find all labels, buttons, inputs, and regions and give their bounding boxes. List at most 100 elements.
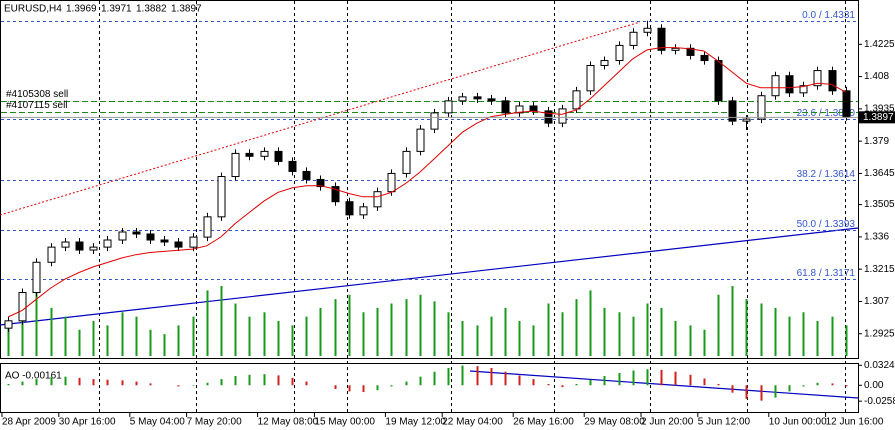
candle-body [757,95,766,120]
x-tick-label: 15 May 00:00 [314,417,375,428]
x-tick-label: 22 May 04:00 [442,417,503,428]
candle-body [629,31,638,46]
x-tick-label: 2 Jun 20:00 [641,417,694,428]
open: 1.3969 [66,4,97,15]
y-tick-label: 1.3215 [864,264,895,275]
bid-box [859,111,895,124]
y-tick-label: 1.3645 [864,168,895,179]
candle-body [444,100,453,114]
candle-body [331,186,340,203]
candle-body [842,90,851,118]
candle-body [799,85,808,94]
candle-body [32,261,41,294]
candle-body [103,239,112,248]
candle-body [586,64,595,92]
candle-body [288,160,297,172]
y-tick-label: 1.4225 [864,39,895,50]
candle-body [260,150,269,157]
candle-body [430,112,439,130]
candle-body [18,292,27,322]
candle-body [75,241,84,251]
candle-body [174,241,183,248]
y-tick-label: -0.0258 [864,396,895,407]
candle-body [700,54,709,62]
ao-panel [0,363,859,413]
candle-body [4,320,13,329]
candle-body [402,150,411,174]
candle-body [118,231,127,241]
candle-body [203,216,212,238]
candle-body [558,108,567,124]
y-tick-label: 0.00 [864,380,884,391]
candle-body [615,44,624,62]
x-tick-label: 12 Jun 16:00 [826,417,884,428]
close: 1.3897 [171,4,202,15]
x-tick-label: 10 Jun 00:00 [769,417,827,428]
fibo-label: 50.0 / 1.3393 [797,219,856,230]
y-tick-label: 1.3935 [864,104,895,115]
x-tick-label: 5 May 04:00 [130,417,185,428]
y-tick-label: 1.3505 [864,199,895,210]
candle-body [671,47,680,51]
x-tick-label: 7 May 20:00 [187,417,242,428]
candle-body [487,98,496,102]
x-tick-label: 19 May 12:00 [385,417,446,428]
y-tick-label: 0.03242 [864,360,895,371]
candle-body [501,100,510,114]
trend-line [0,227,859,326]
fibo-label: 0.0 / 1.4331 [802,10,855,21]
candle-body [473,96,482,100]
high: 1.3971 [101,4,132,15]
y-tick-label: 1.408 [864,71,889,82]
candle-body [245,152,254,157]
candle-body [572,90,581,110]
main-panel [0,0,859,359]
candle-body [657,27,666,51]
order-label: #4105308 sell [6,89,68,100]
candle-body [828,70,837,92]
y-tick-label: 1.307 [864,296,889,307]
candle-body [813,70,822,87]
x-tick-label: 28 Apr 2009 [2,417,56,428]
candle-body [373,191,382,208]
ao-title: AO -0.00161 [5,371,62,382]
candle-body [61,241,70,248]
x-tick-label: 30 Apr 16:00 [59,417,116,428]
moving-average [7,47,847,318]
x-tick-label: 5 Jun 12:00 [698,417,751,428]
fibo-label: 23.6 / 1.3890 [797,108,856,119]
candle-body [771,75,780,97]
y-tick-label: 1.2925 [864,328,895,339]
candle-body [600,60,609,66]
y-tick-label: 1.336 [864,232,889,243]
header: EURUSD,H4 1.3969 1.3971 1.3882 1.3897 [4,4,202,15]
candle-body [146,233,155,241]
candle-body [515,105,524,114]
candle-body [316,178,325,188]
candle-body [345,201,354,216]
candle-body [89,246,98,251]
low: 1.3882 [136,4,167,15]
candle-body [458,96,467,102]
candle-body [529,105,538,112]
candle-body [643,27,652,33]
candle-body [785,75,794,94]
bid-label: 1.3897 [863,112,894,123]
y-tick-label: 1.379 [864,136,889,147]
candle-body [274,150,283,162]
candle-body [217,176,226,218]
candle-body [387,172,396,193]
candle-body [742,118,751,122]
candle-body [686,47,695,56]
trend-line [0,21,641,216]
candle-body [160,239,169,243]
ao-trend-line [469,370,859,399]
x-tick-label: 26 May 16:00 [513,417,574,428]
candle-body [416,128,425,152]
candle-body [359,206,368,216]
candle-body [302,170,311,180]
candle-body [47,246,56,263]
x-tick-label: 12 May 08:00 [258,417,319,428]
candle-body [132,231,141,235]
